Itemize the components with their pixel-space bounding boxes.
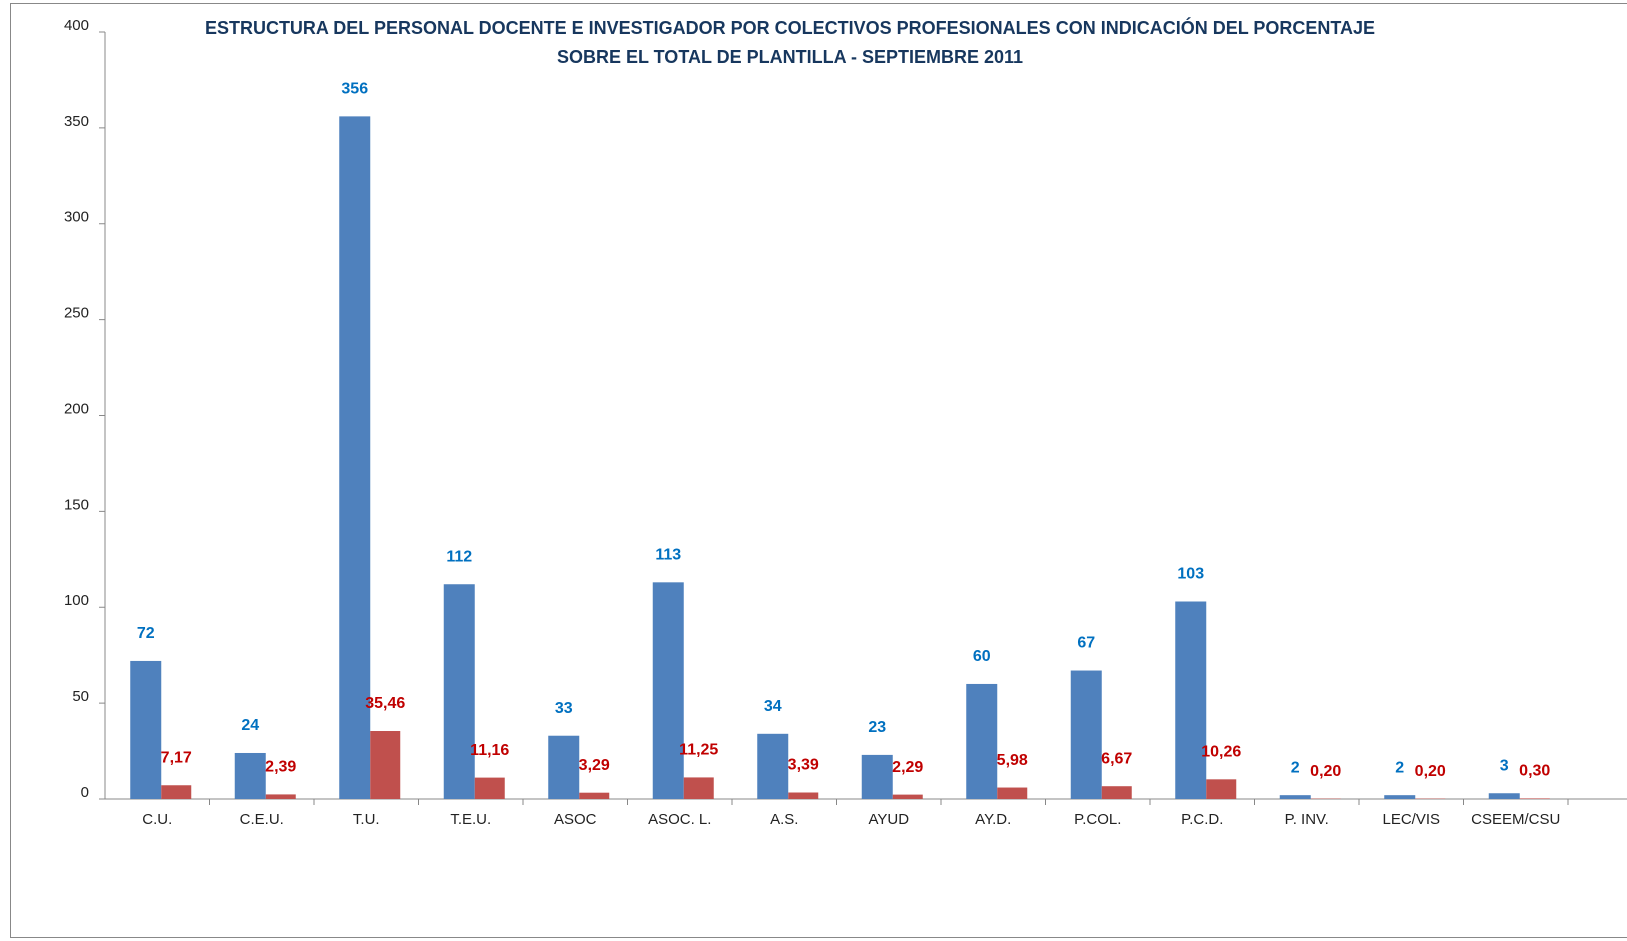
data-label: 0,30 <box>1519 763 1550 780</box>
data-label: 3 <box>1500 757 1509 774</box>
bar <box>892 794 923 799</box>
data-label: 0,20 <box>1415 763 1446 780</box>
bar <box>652 582 684 799</box>
data-label: 2,39 <box>265 759 296 776</box>
data-label: 2 <box>1395 759 1404 776</box>
bar <box>370 731 401 799</box>
data-label: 0,20 <box>1310 763 1341 780</box>
y-tick-label: 400 <box>64 17 89 34</box>
x-tick-label: C.U. <box>142 811 172 828</box>
data-label: 3,29 <box>579 757 610 774</box>
y-tick-label: 150 <box>64 496 89 513</box>
bar <box>579 792 610 799</box>
x-tick-label: ASOC <box>554 811 597 828</box>
y-tick-label: 100 <box>64 592 89 609</box>
x-tick-label: CSEEM/CSU <box>1471 811 1560 828</box>
bar <box>757 733 789 799</box>
data-label: 35,46 <box>365 695 405 712</box>
bar <box>474 777 505 799</box>
bar <box>161 785 192 799</box>
x-tick-label: C.E.U. <box>240 811 284 828</box>
bar <box>997 787 1028 799</box>
data-label: 2 <box>1291 759 1300 776</box>
bar <box>1175 601 1207 799</box>
x-tick-label: AY.D. <box>975 811 1011 828</box>
bar <box>1101 786 1132 799</box>
x-tick-label: T.E.U. <box>450 811 491 828</box>
y-tick-label: 350 <box>64 113 89 130</box>
data-label: 356 <box>341 81 368 98</box>
x-tick-label: ASOC. L. <box>648 811 711 828</box>
data-label: 3,39 <box>788 757 819 774</box>
data-label: 11,25 <box>679 742 718 759</box>
data-label: 7,17 <box>161 749 192 766</box>
bar <box>861 754 893 799</box>
data-label: 24 <box>241 717 259 734</box>
data-label: 113 <box>655 547 681 564</box>
bar <box>548 735 580 799</box>
x-tick-label: A.S. <box>770 811 798 828</box>
x-tick-label: AYUD <box>868 811 909 828</box>
data-label: 34 <box>764 698 782 715</box>
data-label: 6,67 <box>1101 750 1132 767</box>
data-label: 60 <box>973 648 991 665</box>
data-label: 72 <box>137 625 155 642</box>
bar <box>966 683 998 799</box>
x-tick-label: P. INV. <box>1285 811 1329 828</box>
bar <box>339 116 371 800</box>
bar <box>234 752 266 799</box>
bar <box>788 792 819 799</box>
y-tick-label: 50 <box>72 688 89 705</box>
x-tick-label: P.COL. <box>1074 811 1121 828</box>
bar <box>1206 779 1237 799</box>
bar <box>1279 795 1311 799</box>
x-tick-label: P.C.D. <box>1181 811 1223 828</box>
data-label: 103 <box>1177 566 1204 583</box>
chart-title: ESTRUCTURA DEL PERSONAL DOCENTE E INVEST… <box>205 17 1375 38</box>
y-tick-label: 250 <box>64 305 89 322</box>
data-label: 5,98 <box>997 752 1028 769</box>
y-tick-label: 0 <box>81 784 89 801</box>
y-tick-label: 300 <box>64 209 89 226</box>
data-label: 112 <box>446 548 472 565</box>
data-label: 23 <box>868 719 886 736</box>
bar <box>265 794 296 799</box>
y-tick-label: 200 <box>64 400 89 417</box>
data-label: 2,29 <box>892 759 923 776</box>
data-label: 11,16 <box>470 742 509 759</box>
bar <box>683 777 714 799</box>
chart-title: SOBRE EL TOTAL DE PLANTILLA - SEPTIEMBRE… <box>557 47 1023 67</box>
x-tick-label: T.U. <box>353 811 380 828</box>
data-label: 10,26 <box>1201 744 1241 761</box>
bar <box>443 584 475 799</box>
bar <box>1384 795 1416 799</box>
bar <box>130 660 162 799</box>
data-label: 33 <box>555 700 573 717</box>
bar <box>1488 793 1520 799</box>
bar <box>1519 798 1550 799</box>
chart-frame <box>10 3 1627 938</box>
data-label: 67 <box>1077 635 1095 652</box>
bar <box>1070 670 1102 799</box>
x-tick-label: LEC/VIS <box>1382 811 1440 828</box>
